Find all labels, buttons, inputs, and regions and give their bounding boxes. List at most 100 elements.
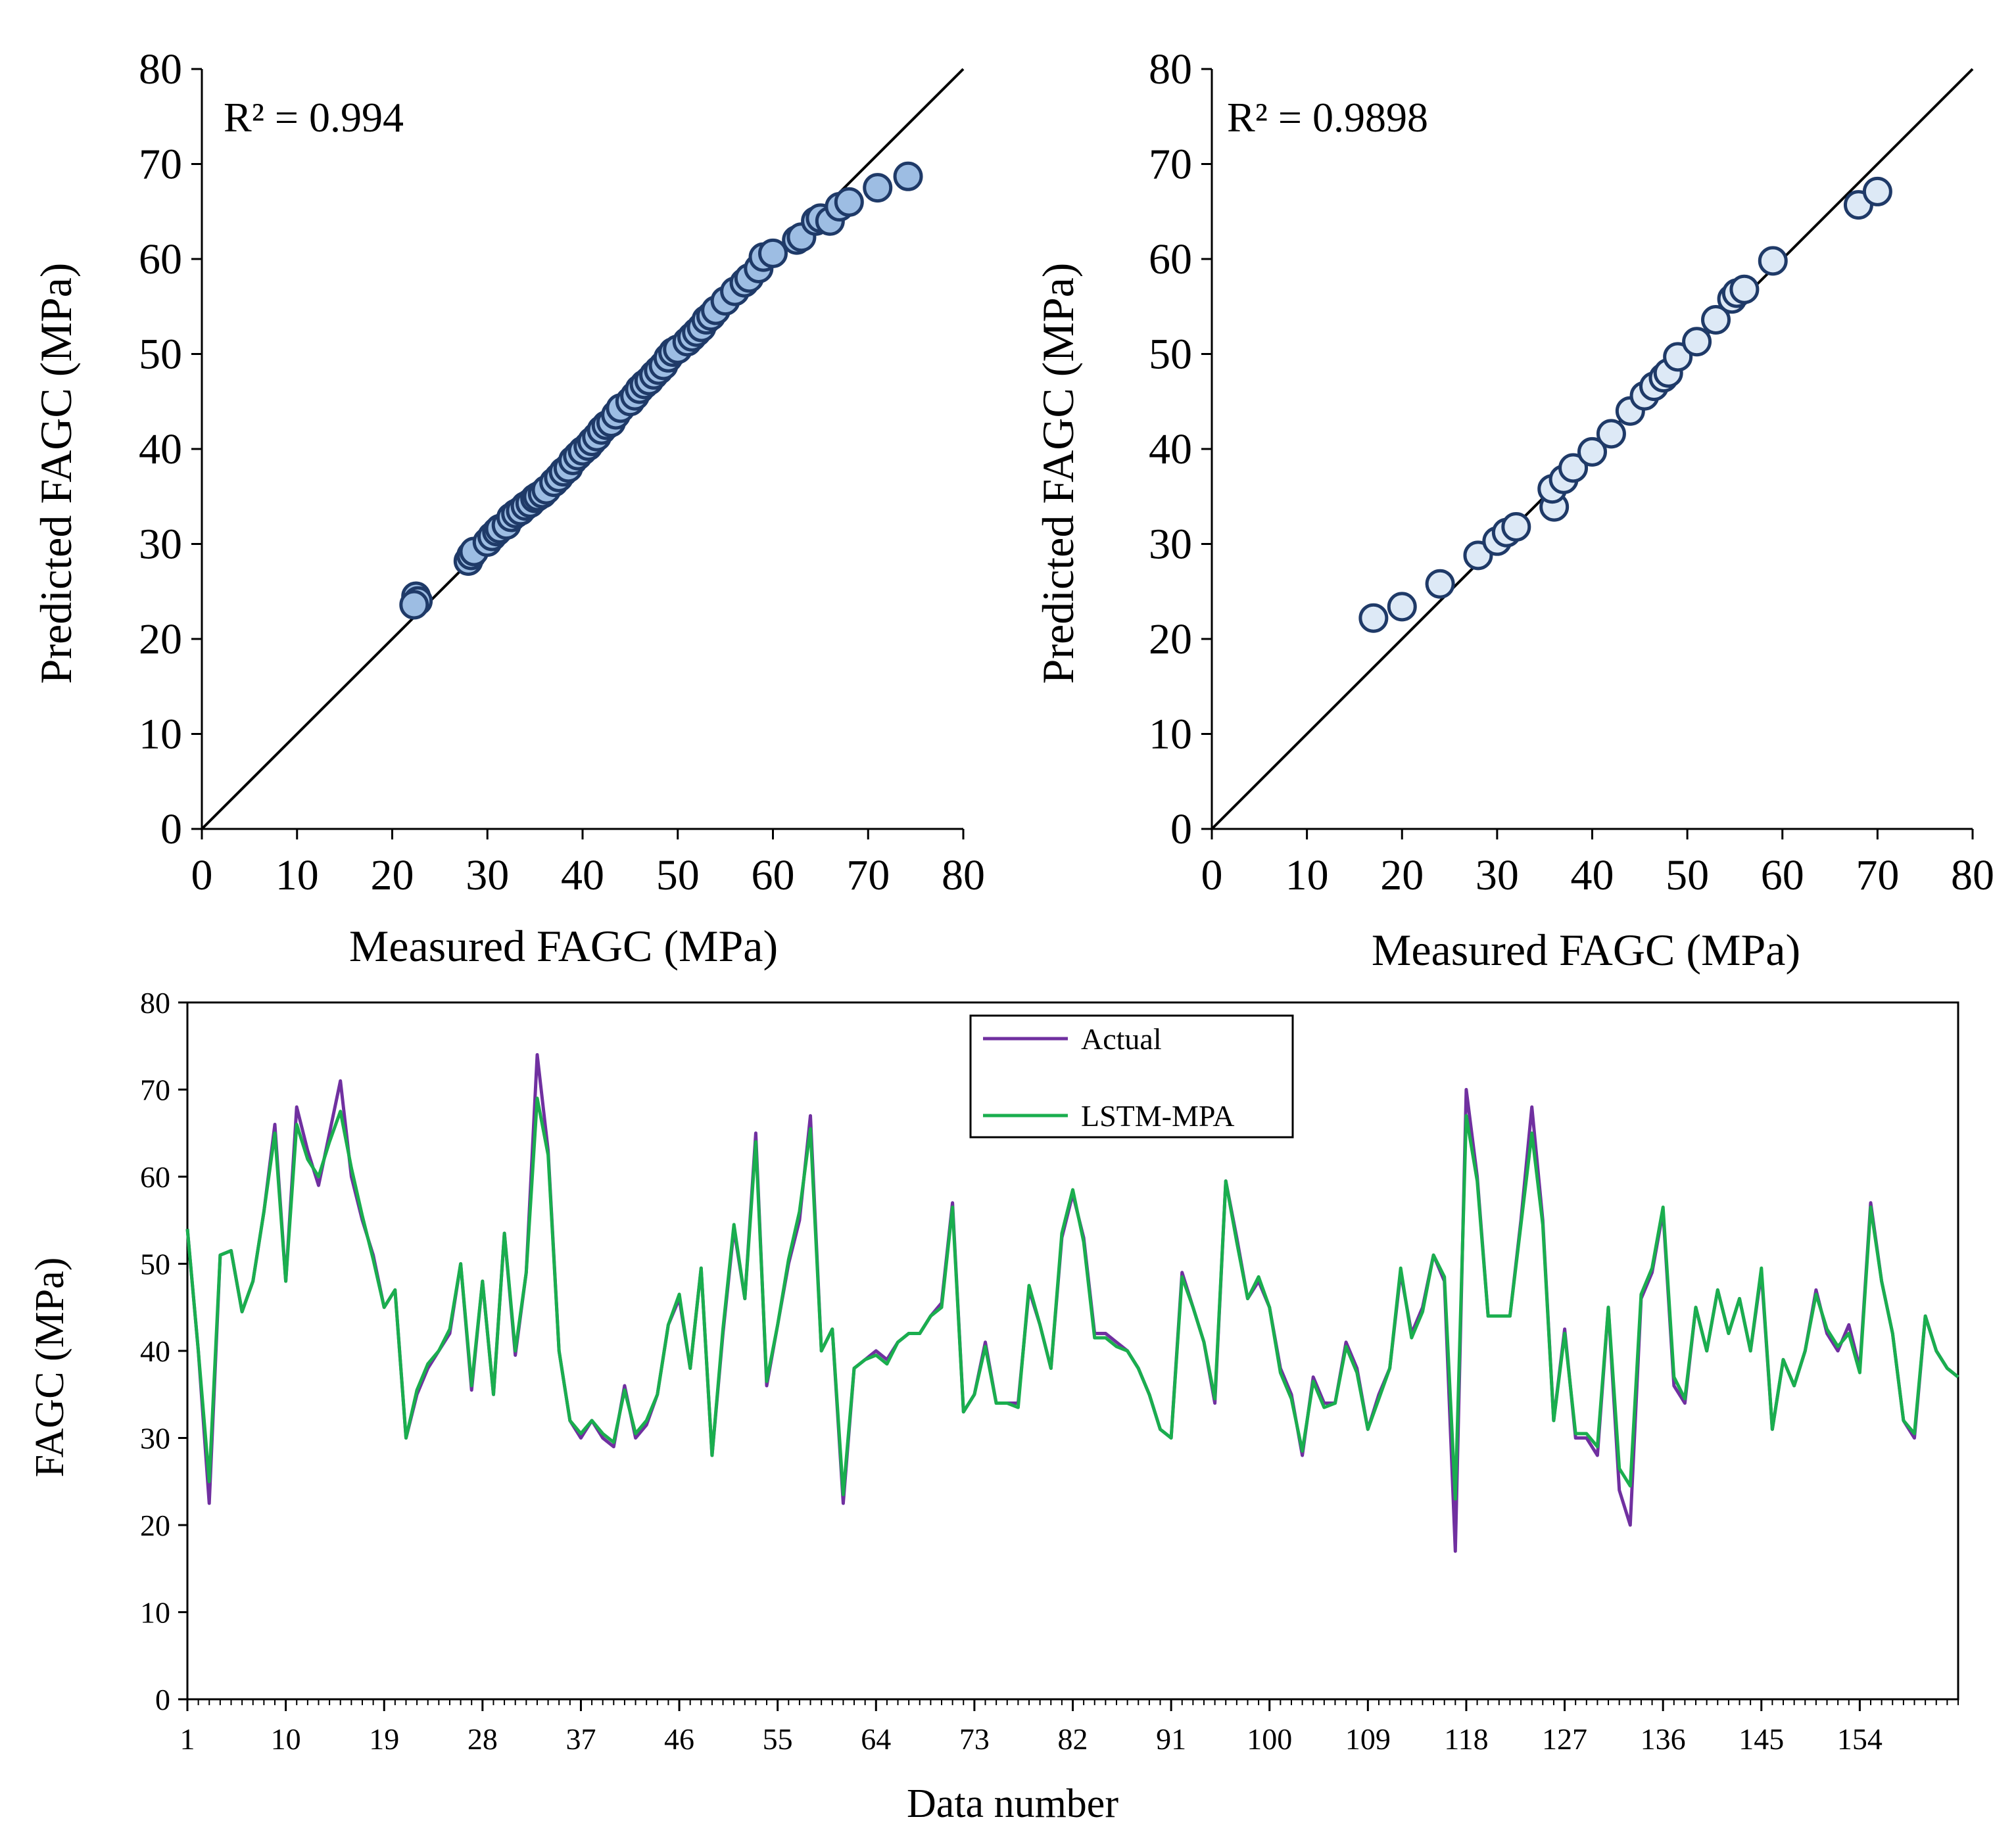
- scatter-test-x-tick-label: 60: [1761, 851, 1804, 899]
- scatter-test-point: [1596, 419, 1626, 449]
- line-chart-plot-area: 0 10 20 30 40 50 60 70 80 1 10 19 28 37 46 55 64 73 82 91 10…: [140, 986, 1959, 1756]
- scatter-test-point: [1663, 342, 1693, 372]
- line-chart-x-tick-label: 64: [861, 1722, 891, 1756]
- line-chart: 0 10 20 30 40 50 60 70 80 1 10 19 28 37 46 55 64 73 82 91 10…: [28, 986, 1959, 1826]
- scatter-train-y-tick-label: 0: [160, 805, 182, 853]
- line-chart-x-tick-label: 1: [180, 1722, 195, 1756]
- line-chart-x-tick-label: 109: [1345, 1722, 1391, 1756]
- scatter-test-point: [1729, 274, 1760, 304]
- scatter-test-y-tick-label: 20: [1149, 615, 1192, 663]
- line-chart-x-tick-label: 37: [565, 1722, 596, 1756]
- scatter-train-point: [758, 238, 788, 268]
- scatter-train-point: [834, 187, 864, 217]
- line-chart-y-tick-label: 60: [140, 1160, 170, 1194]
- scatter-test-y-tick-label: 80: [1149, 45, 1192, 93]
- scatter-train-y-tick-label: 50: [139, 331, 182, 379]
- line-chart-x-tick-label: 73: [959, 1722, 990, 1756]
- scatter-test-xlabel: Measured FAGC (MPa): [1372, 925, 1800, 975]
- scatter-test-x-tick-label: 10: [1285, 851, 1329, 899]
- line-chart-x-tick-label: 118: [1444, 1722, 1488, 1756]
- scatter-test-ylabel: Predicted FAGC (MPa): [1033, 263, 1083, 684]
- line-chart-x-tick-label: 19: [369, 1722, 399, 1756]
- legend-box: [969, 1014, 1294, 1139]
- line-chart-y-tick-label: 70: [140, 1073, 170, 1107]
- scatter-train-y-tick-label: 70: [139, 141, 182, 189]
- scatter-train-y-tick-label: 80: [139, 45, 182, 93]
- line-chart-ylabel: FAGC (MPa): [28, 1258, 72, 1478]
- scatter-test-point: [1425, 569, 1455, 599]
- scatter-train-x-tick-label: 40: [561, 851, 604, 899]
- scatter-test-point: [1758, 246, 1788, 276]
- scatter-train-point: [863, 173, 893, 203]
- scatter-test-y-tick-label: 70: [1149, 141, 1192, 189]
- scatter-train-ylabel: Predicted FAGC (MPa): [31, 263, 81, 684]
- scatter-test-y-tick-label: 30: [1149, 521, 1192, 569]
- line-chart-x-tick-label: 28: [468, 1722, 498, 1756]
- legend-label-lstm-mpa: LSTM-MPA: [1081, 1099, 1234, 1133]
- scatter-test-x-tick-label: 70: [1856, 851, 1899, 899]
- line-chart-y-tick-label: 0: [155, 1683, 170, 1716]
- scatter-test-y-tick-label: 40: [1149, 425, 1192, 473]
- scatter-chart-train: 0 10 20 30 40 50 60 70 80 0 10 20 30 40 50 60 70 80 R² = …: [31, 45, 985, 971]
- scatter-test-x-tick-label: 20: [1380, 851, 1424, 899]
- line-chart-x-tick-label: 55: [763, 1722, 793, 1756]
- line-series-lstm-mpa: [185, 1096, 1959, 1501]
- scatter-train-y-tick-label: 20: [139, 615, 182, 663]
- scatter-train-x-tick-label: 80: [942, 851, 985, 899]
- scatter-train-point: [399, 590, 429, 620]
- line-chart-xlabel: Data number: [907, 1781, 1118, 1826]
- scatter-train-point: [893, 161, 923, 191]
- scatter-test-x-tick-label: 50: [1666, 851, 1709, 899]
- scatter-test-point: [1577, 436, 1607, 467]
- scatter-test-r2-label: R² = 0.9898: [1227, 94, 1428, 141]
- line-chart-x-tick-label: 127: [1542, 1722, 1587, 1756]
- line-chart-x-tick-label: 136: [1641, 1722, 1686, 1756]
- scatter-test-x-tick-label: 30: [1476, 851, 1519, 899]
- scatter-train-r2-label: R² = 0.994: [224, 94, 404, 141]
- scatter-train-x-tick-label: 70: [846, 851, 890, 899]
- scatter-test-y-tick-label: 0: [1170, 805, 1192, 853]
- line-chart-y-tick-label: 30: [140, 1422, 170, 1455]
- line-chart-y-tick-label: 10: [140, 1596, 170, 1630]
- scatter-train-x-tick-label: 10: [276, 851, 319, 899]
- scatter-test-point: [1387, 592, 1417, 622]
- scatter-train-y-tick-label: 60: [139, 235, 182, 283]
- scatter-train-y-tick-label: 40: [139, 425, 182, 473]
- scatter-test-point: [1501, 511, 1531, 542]
- scatter-test-x-tick-label: 80: [1951, 851, 1994, 899]
- scatter-test-y-tick-label: 60: [1149, 235, 1192, 283]
- scatter-test-y-tick-label: 10: [1149, 711, 1192, 759]
- scatter-chart-test: 0 10 20 30 40 50 60 70 80 0 10 20 30 40 50 60 70 80 R² = …: [1033, 45, 1994, 975]
- scatter-test-point: [1558, 453, 1589, 483]
- scatter-train-x-tick-label: 60: [752, 851, 795, 899]
- line-chart-y-tick-label: 50: [140, 1248, 170, 1281]
- scatter-train-xlabel: Measured FAGC (MPa): [349, 921, 778, 971]
- scatter-train-x-tick-label: 30: [466, 851, 509, 899]
- scatter-test-point: [1682, 327, 1712, 357]
- scatter-test-point: [1862, 176, 1892, 206]
- scatter-test-point: [1358, 603, 1389, 633]
- scatter-test-x-tick-label: 0: [1201, 851, 1223, 899]
- line-chart-x-tick-label: 154: [1837, 1722, 1883, 1756]
- scatter-train-x-tick-label: 0: [191, 851, 213, 899]
- line-chart-x-tick-label: 82: [1058, 1722, 1088, 1756]
- line-chart-y-tick-label: 80: [140, 986, 170, 1020]
- line-chart-x-tick-label: 10: [271, 1722, 301, 1756]
- scatter-test-y-tick-label: 50: [1149, 331, 1192, 379]
- scatter-test-plot-area: 0 10 20 30 40 50 60 70 80 0 10 20 30 40 50 60 70 80: [1149, 45, 1994, 899]
- scatter-train-x-tick-label: 50: [656, 851, 700, 899]
- line-chart-y-tick-label: 20: [140, 1509, 170, 1542]
- scatter-train-y-tick-label: 10: [139, 711, 182, 759]
- scatter-train-plot-area: 0 10 20 30 40 50 60 70 80 0 10 20 30 40 50 60 70 80: [139, 45, 985, 899]
- line-chart-y-tick-label: 40: [140, 1334, 170, 1368]
- scatter-test-point: [1701, 304, 1731, 335]
- scatter-train-x-tick-label: 20: [371, 851, 414, 899]
- scatter-test-x-tick-label: 40: [1571, 851, 1614, 899]
- line-chart-x-tick-label: 145: [1739, 1722, 1784, 1756]
- line-chart-x-tick-label: 46: [664, 1722, 694, 1756]
- line-chart-x-tick-label: 91: [1156, 1722, 1186, 1756]
- line-chart-x-tick-label: 100: [1247, 1722, 1292, 1756]
- legend-label-actual: Actual: [1081, 1022, 1162, 1056]
